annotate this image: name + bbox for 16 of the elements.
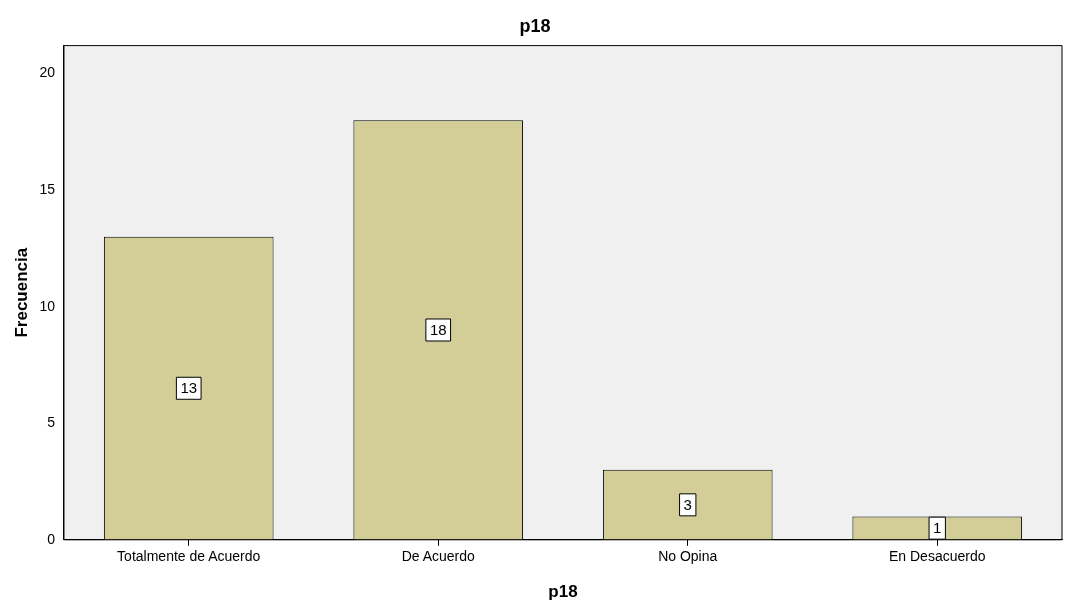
- chart-title: p18: [519, 15, 551, 36]
- y-tick-label: 20: [39, 64, 56, 81]
- y-tick-label: 15: [39, 180, 56, 197]
- x-axis-title: p18: [548, 582, 578, 602]
- x-tick-label: En Desacuerdo: [888, 548, 986, 565]
- y-tick-label: 0: [47, 530, 56, 547]
- x-tick-label: Totalmente de Acuerdo: [117, 548, 261, 565]
- data-label: 1: [933, 519, 942, 537]
- y-tick-label: 10: [39, 297, 56, 314]
- y-axis-title: Frecuencia: [11, 247, 31, 338]
- data-label: 18: [429, 321, 447, 339]
- data-label: 3: [683, 495, 692, 513]
- y-tick-label: 5: [47, 414, 56, 431]
- x-tick-label: No Opina: [658, 548, 718, 565]
- x-tick-label: De Acuerdo: [401, 548, 476, 565]
- data-label: 13: [180, 379, 198, 397]
